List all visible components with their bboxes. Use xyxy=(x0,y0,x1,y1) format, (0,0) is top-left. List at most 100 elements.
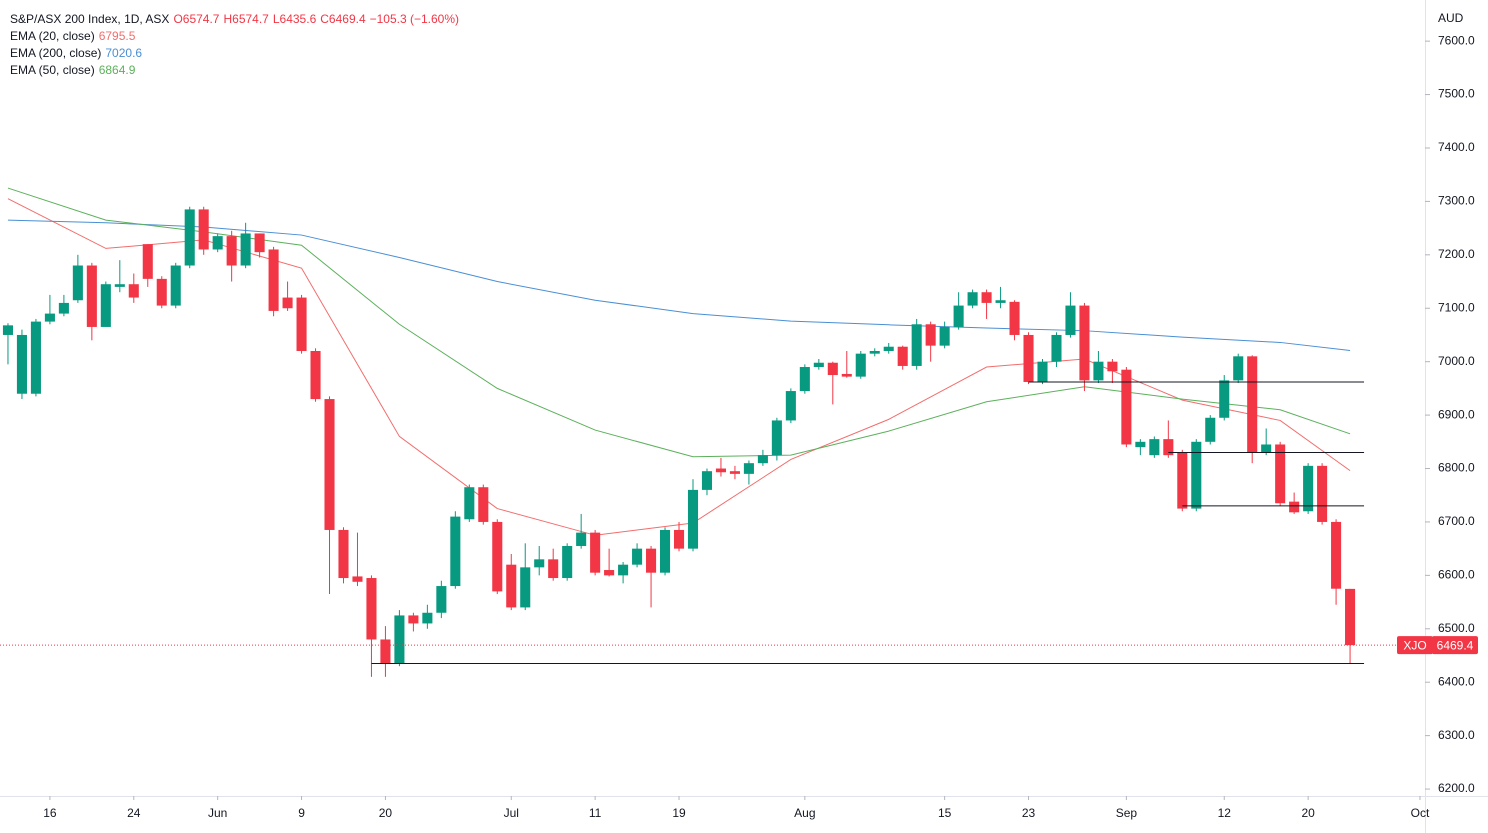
candle-body xyxy=(1135,441,1146,448)
legend-entry: EMA (20, close) 6795.5 xyxy=(10,28,459,45)
candle-body xyxy=(534,559,545,568)
price-label: 6469.4 xyxy=(1437,638,1474,652)
candle-body xyxy=(757,455,768,464)
candle-body xyxy=(618,564,629,576)
candle-body xyxy=(240,233,251,266)
candle-body xyxy=(1303,465,1314,512)
candle-body xyxy=(1261,444,1272,453)
candle-body xyxy=(198,209,209,250)
candle-body xyxy=(729,471,740,474)
candle-body xyxy=(673,529,685,549)
candle-body xyxy=(743,463,754,474)
candle-body xyxy=(184,209,195,266)
legend-name: EMA (20, close) xyxy=(10,29,95,43)
candle-body xyxy=(911,324,922,366)
x-tick-label: 23 xyxy=(1022,806,1036,820)
price-tag xyxy=(1432,636,1478,655)
candle-body xyxy=(296,297,307,351)
y-tick-label: 7400.0 xyxy=(1438,140,1475,154)
candle-body xyxy=(1205,417,1216,442)
candle-body xyxy=(464,487,475,520)
candle-body xyxy=(2,325,14,335)
ema-line xyxy=(7,198,1351,536)
legend-name: EMA (50, close) xyxy=(10,63,95,77)
y-tick-label: 6600.0 xyxy=(1438,568,1475,582)
candle-body xyxy=(394,615,405,664)
x-tick-label: 19 xyxy=(672,806,686,820)
candle-body xyxy=(338,529,349,579)
candle-body xyxy=(100,284,111,327)
candle-body xyxy=(687,489,699,549)
ohlc-value: C6469.4 xyxy=(320,12,366,26)
candle-body xyxy=(785,391,796,421)
x-tick-label: 20 xyxy=(379,806,393,820)
candle-body xyxy=(590,532,601,573)
candle-body xyxy=(939,326,950,346)
candle-body xyxy=(1079,305,1090,381)
candle-body xyxy=(660,529,671,573)
ema-line xyxy=(7,219,1351,351)
candle-body xyxy=(548,559,559,579)
candle-body xyxy=(799,367,810,392)
candle-body xyxy=(967,292,978,306)
symbol-label: XJO xyxy=(1403,638,1426,652)
candle-body xyxy=(604,570,615,576)
x-tick-label: Jul xyxy=(504,806,519,820)
candle-body xyxy=(408,615,419,624)
y-tick-label: 6300.0 xyxy=(1438,728,1475,742)
candle-body xyxy=(268,249,279,311)
y-tick-label: 6900.0 xyxy=(1438,407,1475,421)
candle-body xyxy=(352,576,363,582)
candle-body xyxy=(1163,439,1174,456)
y-tick-label: 6200.0 xyxy=(1438,781,1475,795)
candle-body xyxy=(1331,521,1342,589)
candle-body xyxy=(1233,356,1244,381)
legend-name: EMA (200, close) xyxy=(10,46,102,60)
candle-body xyxy=(44,313,55,322)
candle-body xyxy=(827,362,838,376)
title: S&P/ASX 200 Index, 1D, ASX xyxy=(10,12,170,26)
candle-body xyxy=(226,236,237,266)
legend: S&P/ASX 200 Index, 1D, ASX O6574.7 H6574.7… xyxy=(10,11,459,79)
candle-body xyxy=(925,324,936,346)
candle-body xyxy=(380,639,391,664)
candle-body xyxy=(128,284,139,298)
candle-body xyxy=(869,350,880,354)
candle-body xyxy=(883,346,894,351)
candle-body xyxy=(1317,465,1328,522)
candle-body xyxy=(520,567,531,608)
candle-body xyxy=(715,468,726,473)
candle-body xyxy=(1023,334,1034,382)
candle-body xyxy=(632,548,643,565)
y-tick-label: 7500.0 xyxy=(1438,87,1475,101)
x-tick-label: Aug xyxy=(794,806,815,820)
candle-body xyxy=(1121,369,1132,445)
ohlc-value: L6435.6 xyxy=(272,12,317,26)
ohlc-value: H6574.7 xyxy=(223,12,269,26)
candle-body xyxy=(30,321,41,394)
y-tick-label: 7100.0 xyxy=(1438,300,1475,314)
candle-body xyxy=(841,373,852,377)
legend-entry: EMA (200, close) 7020.6 xyxy=(10,45,459,62)
candle-body xyxy=(212,236,223,250)
x-tick-label: 16 xyxy=(43,806,57,820)
legend-value: 6864.9 xyxy=(98,63,136,77)
candle-body xyxy=(562,545,573,579)
x-tick-label: 24 xyxy=(127,806,141,820)
candle-body xyxy=(771,420,782,456)
candle-body xyxy=(478,487,489,522)
candle-body xyxy=(981,292,992,303)
candle-body xyxy=(1149,439,1160,456)
x-tick-label: Oct xyxy=(1411,806,1430,820)
x-tick-label: 12 xyxy=(1218,806,1232,820)
candle-body xyxy=(646,548,657,573)
ohlc-value: −105.3 (−1.60%) xyxy=(369,12,460,26)
y-tick-label: 7600.0 xyxy=(1438,33,1475,47)
candle-body xyxy=(324,399,335,530)
y-tick-label: 7000.0 xyxy=(1438,354,1475,368)
candle-body xyxy=(1065,305,1076,335)
candle-body xyxy=(953,305,964,327)
candle-body xyxy=(576,532,587,546)
